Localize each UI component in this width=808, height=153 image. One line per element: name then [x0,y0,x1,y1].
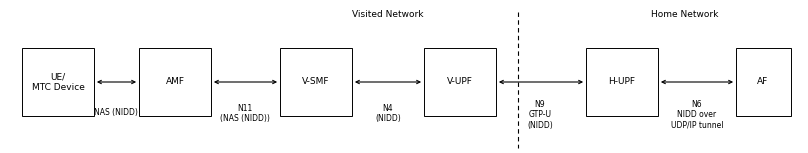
Text: NAS (NIDD): NAS (NIDD) [94,108,138,117]
Text: V-SMF: V-SMF [302,78,330,86]
Text: Home Network: Home Network [651,10,718,19]
Text: Visited Network: Visited Network [352,10,423,19]
Bar [735,48,790,116]
Text: N4
(NIDD): N4 (NIDD) [375,104,401,123]
Bar [139,48,211,116]
Text: N9
GTP-U
(NIDD): N9 GTP-U (NIDD) [527,100,553,130]
Text: UE/
MTC Device: UE/ MTC Device [32,72,85,92]
Text: AF: AF [757,78,768,86]
Text: N11
(NAS (NIDD)): N11 (NAS (NIDD)) [220,104,270,123]
Bar [586,48,658,116]
Text: V-UPF: V-UPF [447,78,473,86]
Text: AMF: AMF [166,78,184,86]
Bar [424,48,496,116]
Text: N6
NIDD over
UDP/IP tunnel: N6 NIDD over UDP/IP tunnel [671,100,723,130]
Text: H-UPF: H-UPF [608,78,636,86]
Bar [22,48,94,116]
Bar [280,48,352,116]
